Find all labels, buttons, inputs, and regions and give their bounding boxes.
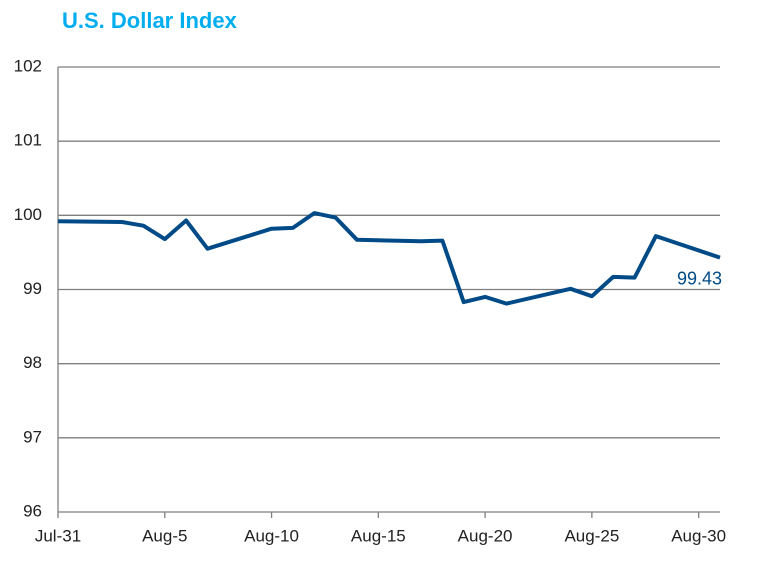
x-tick-label: Aug-10 — [244, 526, 299, 545]
y-tick-label: 102 — [14, 56, 42, 75]
x-tick-label: Jul-31 — [35, 526, 81, 545]
y-tick-label: 101 — [14, 131, 42, 150]
y-tick-label: 96 — [23, 501, 42, 520]
x-tick-label: Aug-30 — [671, 526, 726, 545]
x-tick-label: Aug-15 — [351, 526, 406, 545]
x-tick-label: Aug-5 — [142, 526, 187, 545]
y-tick-label: 99 — [23, 279, 42, 298]
line-series — [57, 211, 721, 306]
x-tick-label: Aug-20 — [458, 526, 513, 545]
end-value-label: 99.43 — [677, 268, 722, 288]
y-tick-label: 100 — [14, 205, 42, 224]
y-tick-label: 98 — [23, 353, 42, 372]
x-tick-label: Aug-25 — [564, 526, 619, 545]
chart-title: U.S. Dollar Index — [62, 8, 238, 33]
y-tick-label: 97 — [23, 427, 42, 446]
